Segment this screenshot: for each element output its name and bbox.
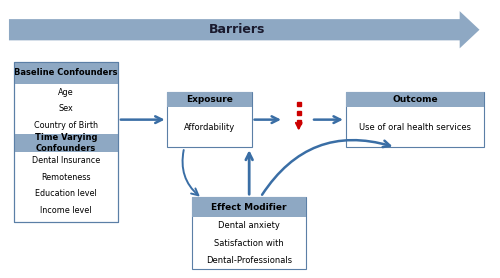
Text: Use of oral health services: Use of oral health services [359,123,471,132]
Text: Income level: Income level [40,206,92,215]
Text: Time Varying
Confounders: Time Varying Confounders [34,133,97,153]
Text: Country of Birth: Country of Birth [34,121,98,130]
FancyBboxPatch shape [192,197,306,269]
Text: Sex: Sex [58,105,74,113]
Text: Outcome: Outcome [392,95,438,104]
FancyBboxPatch shape [346,92,484,108]
Text: Dental anxiety: Dental anxiety [218,221,280,230]
FancyBboxPatch shape [346,92,484,147]
Text: Age: Age [58,88,74,97]
Text: Dental Insurance: Dental Insurance [32,156,100,165]
Text: Effect Modifier: Effect Modifier [212,203,287,212]
FancyArrow shape [9,11,480,48]
FancyBboxPatch shape [14,61,118,84]
Text: Remoteness: Remoteness [41,173,90,182]
FancyBboxPatch shape [14,134,118,152]
Text: Dental-Professionals: Dental-Professionals [206,256,292,265]
Text: Exposure: Exposure [186,95,233,104]
Text: Barriers: Barriers [208,23,265,36]
Text: Affordability: Affordability [184,123,235,132]
FancyBboxPatch shape [192,197,306,217]
FancyBboxPatch shape [14,61,118,222]
FancyBboxPatch shape [168,92,252,147]
Text: Baseline Confounders: Baseline Confounders [14,68,118,77]
Text: Education level: Education level [35,189,97,198]
FancyBboxPatch shape [168,92,252,108]
Text: Satisfaction with: Satisfaction with [214,239,284,248]
